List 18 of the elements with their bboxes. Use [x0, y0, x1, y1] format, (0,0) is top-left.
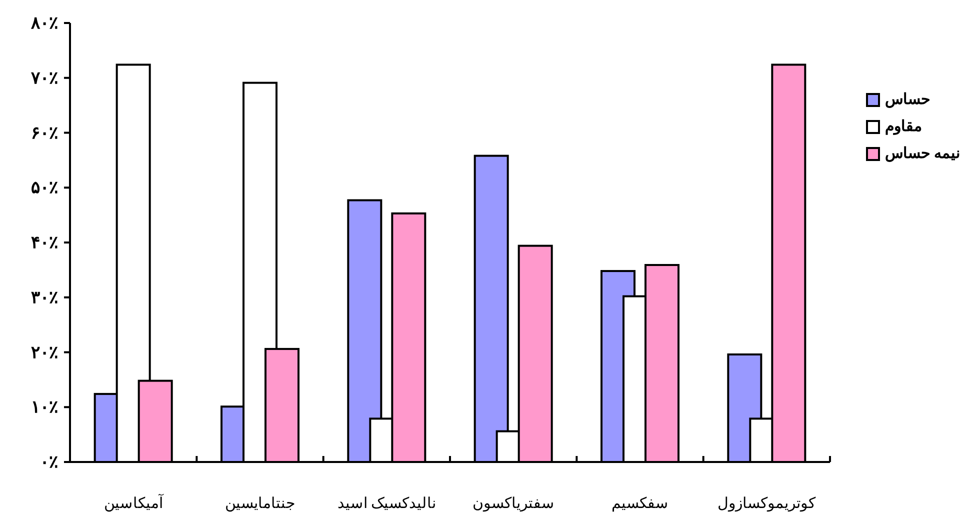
y-tick-label: ۶۰٪	[31, 123, 58, 142]
x-tick-label: کوتریموکسازول	[718, 496, 817, 512]
legend-label: مقاوم	[885, 119, 922, 135]
y-tick-label: ۲۰٪	[31, 342, 58, 362]
y-tick-label: ۰٪	[40, 452, 58, 472]
y-tick-label: ۴۰٪	[31, 233, 58, 252]
y-tick-label: ۵۰٪	[31, 178, 58, 198]
x-tick-label: سفکسیم	[612, 496, 668, 512]
y-tick-label: ۳۰٪	[31, 288, 58, 307]
x-tick-label: نالیدکسیک اسید	[337, 496, 436, 512]
legend-label: نیمه حساس	[885, 146, 960, 162]
y-tick-label: ۸۰٪	[30, 14, 58, 32]
legend-label: حساس	[885, 92, 930, 108]
x-tick-label: سفتریاکسون	[472, 496, 554, 512]
x-tick-label: آمیکاسین	[104, 494, 164, 512]
x-tick-label: جنتامایسین	[225, 496, 295, 512]
y-tick-label: ۱۰٪	[31, 398, 58, 417]
y-tick-label: ۷۰٪	[30, 68, 58, 88]
